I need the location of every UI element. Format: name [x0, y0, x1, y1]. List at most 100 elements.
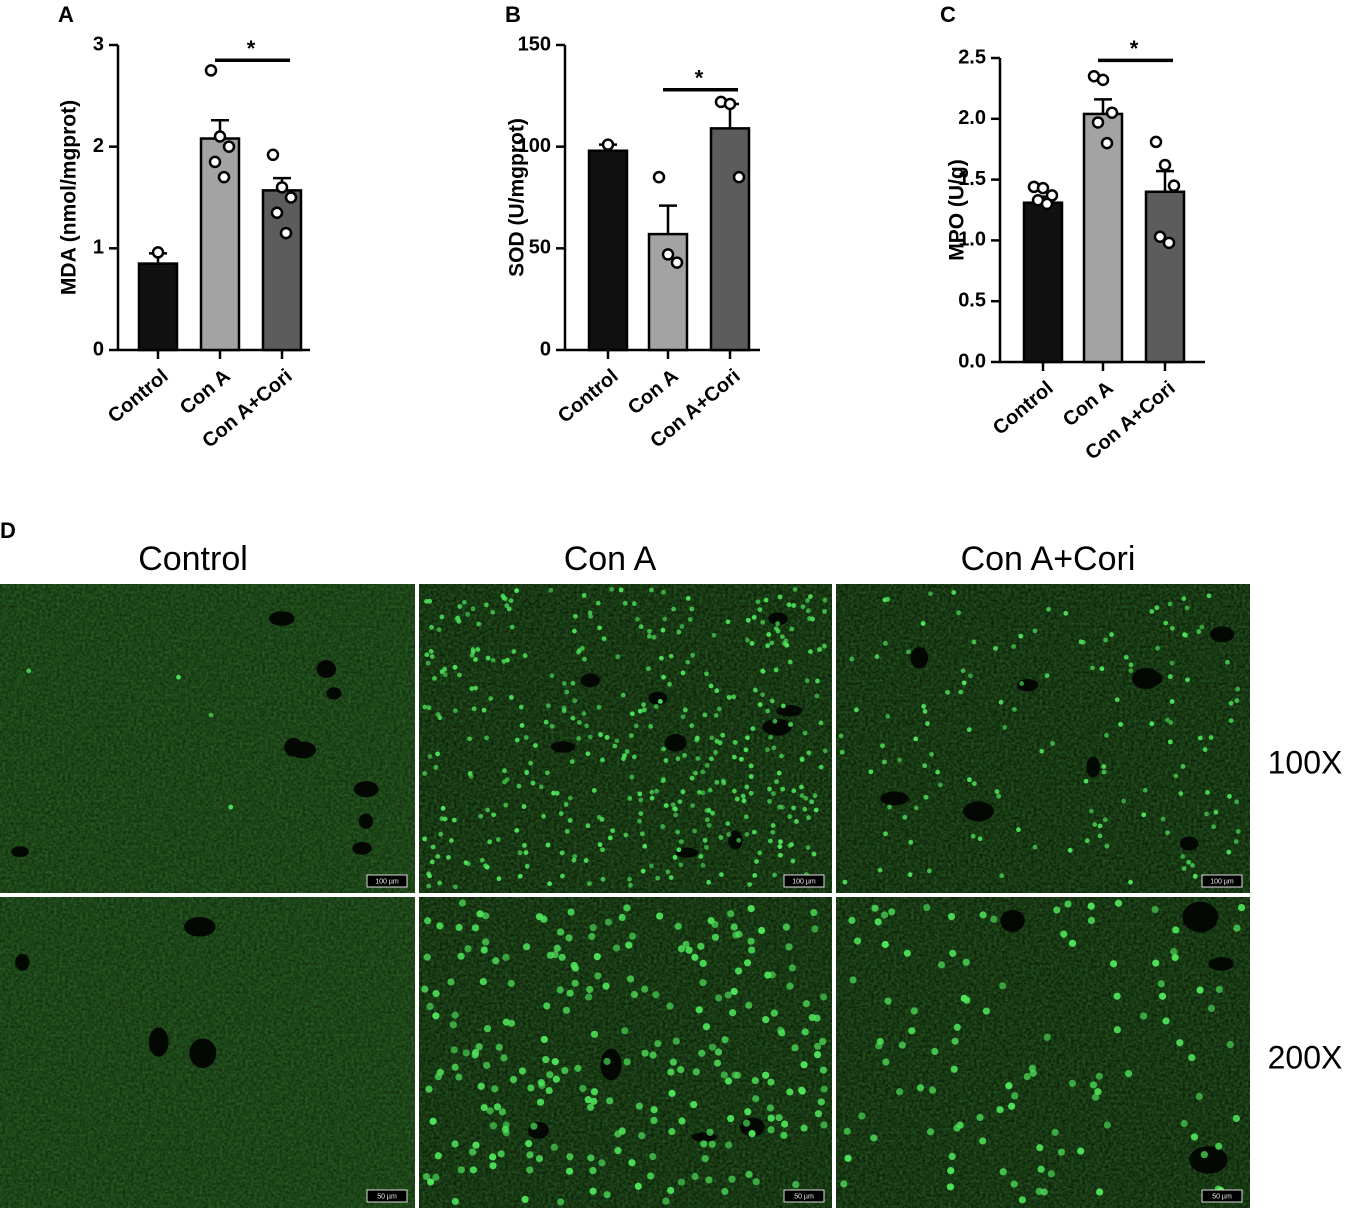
stained-cell [743, 814, 749, 820]
stained-cell [562, 681, 567, 686]
y-tick-label: 2 [93, 135, 104, 157]
stained-cell [808, 1013, 816, 1022]
stained-cell [672, 855, 678, 860]
stained-cell [791, 1044, 799, 1052]
stained-cell [782, 923, 791, 931]
stained-cell [423, 953, 431, 961]
row-label: 100X [1268, 744, 1343, 780]
vessel [1189, 1146, 1228, 1174]
stained-cell [1185, 677, 1190, 683]
stained-cell [1139, 1012, 1148, 1020]
stained-cell [581, 711, 587, 716]
stained-cell [565, 934, 573, 942]
stained-cell [1057, 1148, 1065, 1156]
stained-cell [809, 799, 815, 805]
stained-cell [668, 1128, 676, 1136]
stained-cell [615, 654, 621, 660]
stained-cell [625, 941, 633, 949]
stained-cell [775, 628, 781, 634]
stained-cell [787, 659, 793, 665]
stained-cell [1023, 1072, 1031, 1081]
stained-cell [791, 603, 797, 608]
stained-cell [484, 864, 490, 870]
data-point [1100, 136, 1114, 150]
stained-cell [657, 699, 663, 704]
stained-cell [504, 777, 510, 783]
stained-cell [506, 606, 512, 612]
stained-cell [452, 708, 458, 714]
stained-cell [1063, 610, 1069, 616]
vessel [11, 846, 29, 858]
error-bar [1094, 98, 1112, 114]
stained-cell [600, 876, 606, 882]
stained-cell [1109, 632, 1114, 637]
stained-cell [673, 806, 678, 812]
stained-cell [744, 831, 750, 837]
stained-cell [1113, 1026, 1121, 1034]
stained-cell [483, 1025, 492, 1033]
stained-cell [496, 876, 502, 882]
stained-cell [1053, 906, 1061, 914]
stained-cell [596, 704, 602, 710]
stained-cell [1090, 665, 1095, 671]
stained-cell [556, 986, 564, 994]
stained-cell [818, 720, 824, 726]
stained-cell [802, 1000, 810, 1008]
stained-cell [727, 1114, 735, 1123]
stained-cell [526, 1151, 534, 1159]
stained-cell [569, 759, 575, 764]
stained-cell [661, 746, 666, 752]
stained-cell [674, 922, 682, 930]
data-point [213, 130, 227, 143]
stained-cell [1213, 809, 1219, 815]
stained-cell [760, 692, 766, 698]
stained-cell [782, 641, 787, 646]
stained-cell [566, 1153, 574, 1161]
stained-cell [647, 628, 652, 634]
stained-cell [1228, 718, 1234, 724]
stained-cell [669, 1058, 677, 1066]
stained-cell [913, 805, 919, 811]
stained-cell [880, 743, 885, 749]
y-tick-label: 150 [518, 33, 551, 55]
stained-cell [680, 789, 686, 795]
stained-cell [562, 1006, 571, 1014]
stained-cell [754, 859, 759, 864]
stained-cell [490, 657, 496, 663]
stained-cell [1149, 609, 1155, 614]
stained-cell [1184, 605, 1190, 611]
stained-cell [789, 842, 794, 847]
stained-cell [467, 771, 473, 776]
stained-cell [442, 672, 448, 678]
stained-cell [1019, 681, 1025, 686]
stained-cell [772, 872, 777, 878]
stained-cell [436, 1068, 444, 1076]
stained-cell [700, 1140, 708, 1148]
data-point [284, 191, 298, 204]
stained-cell [747, 905, 755, 913]
stained-cell [698, 1049, 706, 1057]
stained-cell [432, 675, 437, 681]
stained-cell [1200, 1151, 1208, 1159]
stained-cell [1032, 628, 1038, 634]
stained-cell [489, 1122, 498, 1130]
stained-cell [469, 652, 475, 658]
stained-cell [590, 1088, 599, 1096]
stained-cell [561, 1066, 569, 1075]
stained-cell [805, 608, 811, 614]
stained-cell [455, 923, 463, 932]
stained-cell [948, 1152, 956, 1161]
stained-cell [748, 1130, 756, 1138]
stained-cell [618, 1127, 626, 1135]
stained-cell [692, 828, 697, 834]
stained-cell [505, 657, 510, 663]
stained-cell [424, 917, 432, 925]
stained-cell [675, 829, 681, 835]
stained-cell [490, 609, 496, 615]
stained-cell [677, 1178, 686, 1186]
stained-cell [1188, 1054, 1196, 1062]
stained-cell [888, 908, 896, 916]
stained-cell [745, 735, 750, 741]
stained-cell [601, 636, 607, 642]
stained-cell [994, 789, 1000, 795]
